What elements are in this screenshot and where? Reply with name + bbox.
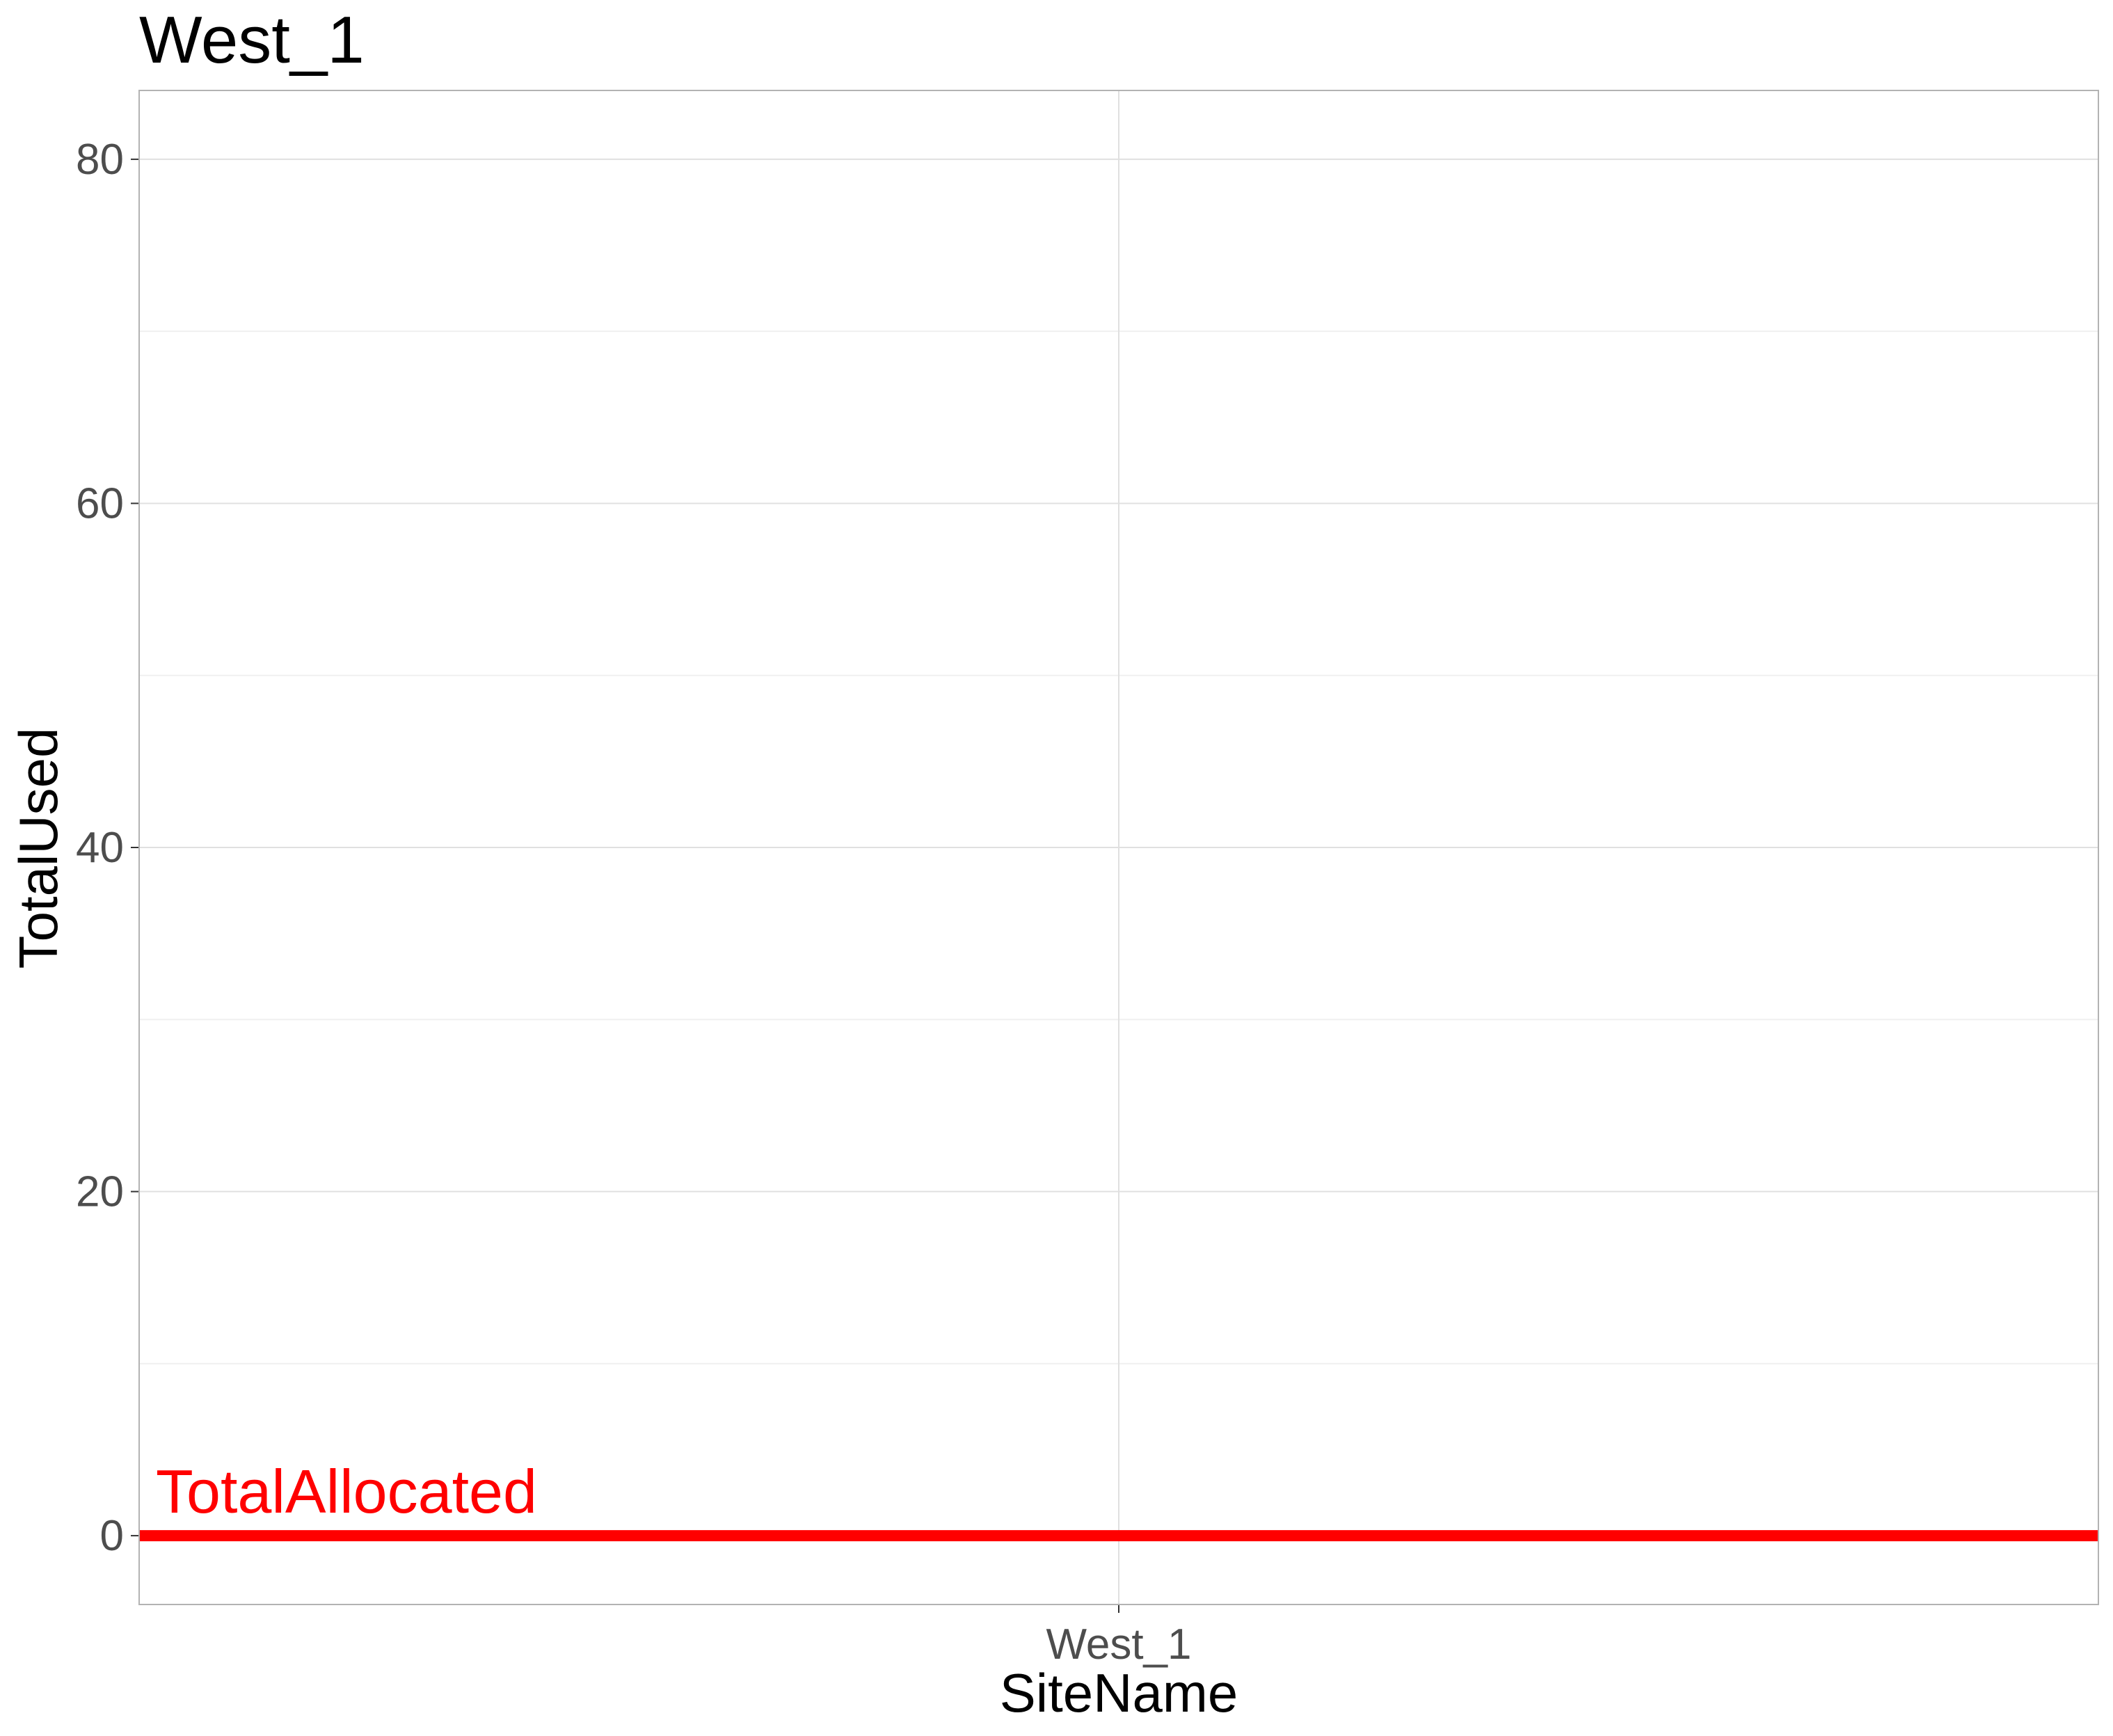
chart-title: West_1 xyxy=(139,3,365,77)
y-tick-label: 40 xyxy=(76,824,124,872)
x-tick-label: West_1 xyxy=(1046,1620,1191,1669)
panel-border xyxy=(138,90,2099,1605)
y-tick-label: 60 xyxy=(76,479,124,527)
y-tick-label: 20 xyxy=(76,1168,124,1216)
reference-line-label: TotalAllocated xyxy=(156,1457,537,1526)
tick-layer: 0 20 40 60 80 West_1 xyxy=(76,136,1192,1669)
grid-layer xyxy=(139,90,2098,1604)
y-tick-label: 80 xyxy=(76,136,124,184)
y-tick-label: 0 xyxy=(100,1512,124,1560)
y-axis-title: TotalUsed xyxy=(8,728,69,969)
x-axis-title: SiteName xyxy=(1000,1662,1238,1723)
